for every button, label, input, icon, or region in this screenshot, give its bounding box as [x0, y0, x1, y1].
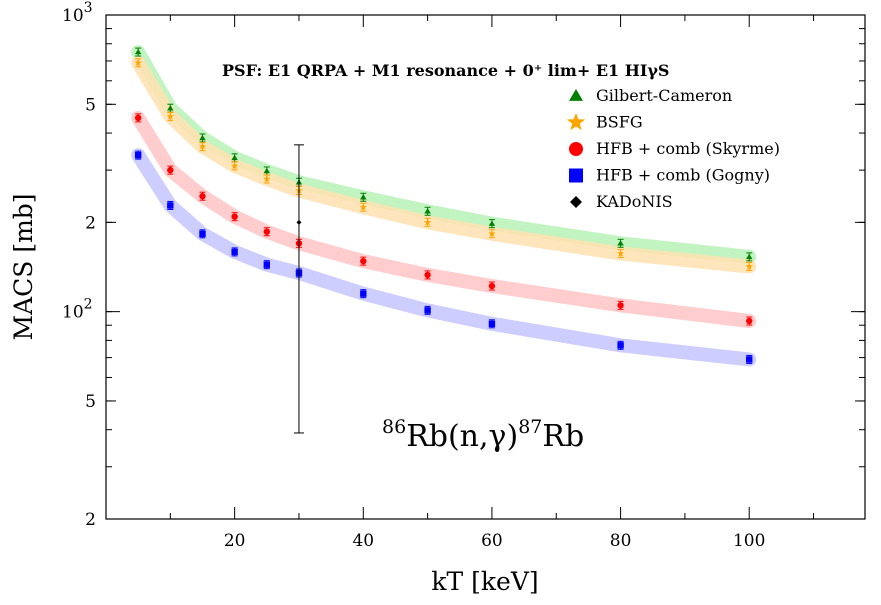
- x-tick-label: 80: [610, 531, 632, 551]
- reaction-main: Rb(n,γ): [406, 419, 518, 454]
- legend-marker-gilbert-cameron: [569, 89, 583, 101]
- y-tick-label: 2: [85, 510, 96, 530]
- y-tick-label: 5: [85, 95, 96, 115]
- legend-label-hfb-comb-gogny-: HFB + comb (Gogny): [596, 166, 770, 185]
- gilbert-cameron-point: [231, 154, 238, 161]
- x-tick-label: 40: [352, 531, 374, 551]
- reaction-end: Rb: [542, 419, 584, 454]
- hfb-comb-skyrme--point: [231, 213, 238, 220]
- legend-label-gilbert-cameron: Gilbert-Cameron: [596, 86, 732, 105]
- gilbert-cameron-point: [199, 134, 206, 141]
- reaction-sup-product: 87: [518, 416, 542, 438]
- legend-label-hfb-comb-skyrme-: HFB + comb (Skyrme): [596, 139, 780, 158]
- gilbert-cameron-point: [167, 105, 174, 111]
- y-tick-mantissa: 10: [62, 303, 84, 323]
- bsfg-point: [198, 142, 207, 150]
- kadonis-point: [296, 219, 302, 225]
- legend-marker-hfb-comb-gogny-: [569, 168, 583, 183]
- y-tick-label: 2: [85, 213, 96, 233]
- bsfg-point: [488, 229, 496, 237]
- hfb-comb-skyrme--point: [360, 257, 367, 265]
- hfb-comb-gogny--point: [617, 342, 624, 349]
- x-tick-label: 100: [733, 531, 765, 551]
- hfb-comb-skyrme--point: [746, 317, 753, 325]
- y-tick-label: 103: [62, 0, 93, 26]
- hfb-comb-gogny--point: [360, 290, 367, 297]
- psf-annotation: PSF: E1 QRPA + M1 resonance + 0⁺ lim+ E1…: [222, 61, 669, 80]
- x-axis-title: kT [keV]: [431, 567, 538, 596]
- x-tick-label: 20: [224, 531, 246, 551]
- reaction-label: 86Rb(n,γ)87Rb: [382, 416, 584, 454]
- hfb-comb-skyrme--point: [167, 166, 174, 174]
- hfb-comb-skyrme--point: [263, 228, 271, 235]
- hfb-comb-gogny--point: [134, 151, 142, 159]
- hfb-comb-skyrme--point: [424, 271, 431, 279]
- bsfg-point: [134, 58, 142, 66]
- legend: Gilbert-Cameron BSFG HFB + comb (Skyrme) HF…: [566, 86, 780, 211]
- legend-marker-kadonis: [570, 196, 582, 208]
- gilbert-cameron-point: [617, 240, 624, 246]
- legend-label-kadonis: KADoNIS: [596, 192, 673, 211]
- hfb-comb-skyrme--point: [488, 282, 496, 290]
- reaction-sup-target: 86: [382, 416, 406, 438]
- plot-frame: [105, 14, 866, 520]
- bsfg-point: [616, 249, 625, 257]
- hfb-comb-gogny--point: [263, 261, 271, 268]
- hfb-comb-skyrme--point: [134, 114, 142, 122]
- hfb-comb-gogny--point: [488, 320, 496, 328]
- bsfg-point: [423, 218, 432, 226]
- gilbert-cameron-point: [360, 194, 367, 200]
- gilbert-cameron-point: [746, 253, 753, 260]
- hfb-comb-skyrme--point: [617, 302, 624, 309]
- bsfg-point: [745, 262, 753, 270]
- hfb-comb-gogny--point: [167, 202, 174, 209]
- y-tick-exponent: 3: [84, 0, 93, 16]
- y-tick-label: 102: [62, 297, 93, 323]
- hfb-comb-skyrme--point: [199, 193, 206, 200]
- gilbert-cameron-point: [134, 48, 142, 55]
- y-tick-mantissa: 10: [62, 6, 84, 26]
- gilbert-cameron-point: [263, 167, 271, 174]
- legend-label-bsfg: BSFG: [596, 113, 643, 132]
- gilbert-cameron-point: [488, 220, 496, 226]
- x-tick-label: 60: [481, 531, 503, 551]
- hfb-comb-gogny--point: [199, 230, 206, 237]
- hfb-comb-gogny--point: [231, 248, 238, 256]
- gilbert-cameron-point: [424, 208, 431, 214]
- data-points: [134, 47, 753, 434]
- hfb-comb-gogny--point: [424, 307, 431, 314]
- y-tick-exponent: 2: [84, 297, 93, 313]
- legend-marker-bsfg: [566, 112, 586, 131]
- bsfg-point: [263, 175, 271, 183]
- y-tick-label: 5: [85, 392, 96, 412]
- legend-marker-hfb-comb-skyrme-: [569, 142, 583, 156]
- hfb-comb-gogny--point: [746, 356, 753, 363]
- bsfg-point: [359, 203, 367, 211]
- y-axis-title: MACS [mb]: [9, 193, 38, 340]
- bsfg-point: [230, 162, 239, 169]
- bsfg-point: [166, 112, 174, 120]
